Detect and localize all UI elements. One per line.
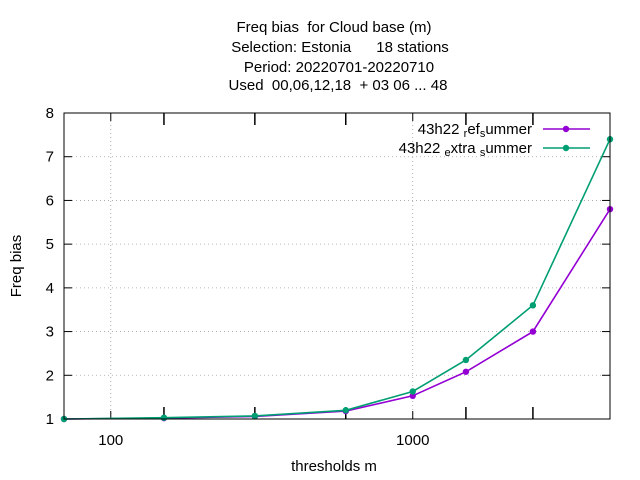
plot-frame [63,112,611,420]
series-point [529,302,537,309]
series-line [63,208,611,420]
series-point [251,412,259,420]
series-1 [60,205,614,423]
series-point [529,328,537,335]
x-axis-label: thresholds m [291,458,377,475]
title-line-1: Freq bias for Cloud base (m) [236,19,431,36]
y-tick-labels: 1 2 3 4 5 6 7 8 [46,105,54,428]
chart-title: Freq bias for Cloud base (m) Selection: … [229,19,449,94]
grid [64,113,610,419]
series-group [60,136,614,423]
x-tick-labels: 100 1000 [98,432,429,449]
series-point [342,407,349,414]
title-line-3: Period: 20220701-20220710 [244,59,434,76]
legend-label: 43h22 extra summer [399,140,532,159]
legend-label: 43h22 refsummer [418,121,532,140]
y-axis-label: Freq bias [8,235,25,298]
y-tick-label: 6 [46,192,54,209]
x-tick-label: 100 [98,432,123,449]
legend-marker [562,125,570,133]
title-line-2: Selection: Estonia 18 stations [231,39,449,56]
series-2 [60,136,614,423]
legend-entry-2: 43h22 extra summer [399,140,590,159]
y-tick-label: 2 [46,367,54,384]
series-point [409,392,416,400]
series-point [462,368,470,375]
legend-marker [562,144,570,152]
legend-entry-1: 43h22 refsummer [418,121,590,140]
series-point [160,414,168,421]
y-tick-label: 8 [46,105,54,122]
y-tick-label: 7 [46,149,54,166]
y-tick-label: 3 [46,324,54,341]
series-point [462,356,470,364]
title-line-4: Used 00,06,12,18 + 03 06 ... 48 [229,77,448,94]
y-tick-label: 1 [46,411,54,428]
x-tick-label: 1000 [396,432,429,449]
y-tick-label: 5 [46,236,54,253]
axis-ticks [64,112,610,420]
y-tick-label: 4 [46,280,54,297]
series-line [63,138,611,420]
series-point [409,388,416,395]
